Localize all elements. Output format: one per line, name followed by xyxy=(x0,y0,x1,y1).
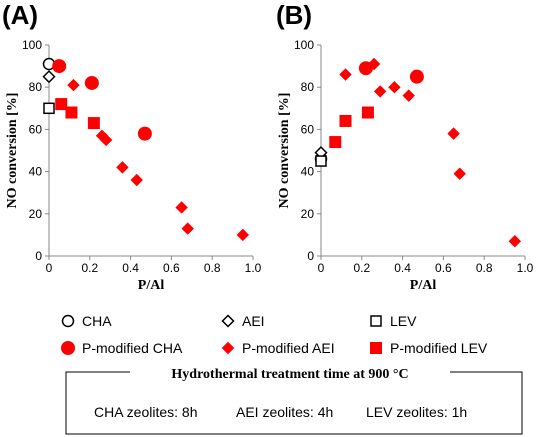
point-diamond-filled xyxy=(339,68,352,81)
legend-label: LEV xyxy=(390,313,417,329)
panel-label: (A) xyxy=(2,0,38,30)
legend-item-lev: LEV xyxy=(370,313,417,329)
treatment-note-box: Hydrothermal treatment time at 900 °C CH… xyxy=(65,363,523,435)
x-tick-label: 0.8 xyxy=(204,261,221,275)
point-circle-filled xyxy=(137,126,152,141)
legend-label: P-modified AEI xyxy=(242,340,335,356)
note-title-backdrop xyxy=(130,363,450,383)
y-tick-label: 60 xyxy=(301,122,315,136)
point-square-filled xyxy=(87,117,100,130)
point-square-filled xyxy=(361,106,374,119)
y-tick-label: 20 xyxy=(301,207,315,221)
y-tick-label: 0 xyxy=(35,249,42,263)
legend-marker-diamond-filled xyxy=(221,341,235,355)
legend-item-p-modified-aei: P-modified AEI xyxy=(221,340,335,356)
point-diamond-filled xyxy=(453,167,466,180)
point-square-filled xyxy=(55,98,68,111)
y-tick-label: 60 xyxy=(29,122,43,136)
chart-panel-b: (B) 0 0.2 0.4 0.6 0.8 1.0 0 20 40 60 80 100 P/Al NO co… xyxy=(276,0,534,293)
series-p-modified-aei xyxy=(339,57,522,248)
legend-item-p-modified-cha: P-modified CHA xyxy=(61,340,183,356)
point-diamond-filled xyxy=(367,57,381,71)
point-diamond-filled xyxy=(373,85,387,98)
note-item-aei: AEI zeolites: 4h xyxy=(236,404,333,420)
legend: CHA AEI LEV P-modified CHA P-modified AEI P-m… xyxy=(61,313,488,356)
point-diamond-filled xyxy=(175,201,188,214)
point-square-open xyxy=(315,155,327,167)
legend-marker-diamond-open xyxy=(221,314,235,328)
point-square-filled xyxy=(329,136,342,149)
y-tick-label: 40 xyxy=(301,165,315,179)
x-tick-label: 0.2 xyxy=(353,261,370,275)
point-circle-filled xyxy=(84,75,99,90)
point-diamond-filled xyxy=(67,78,80,92)
legend-marker-square-open xyxy=(370,315,382,327)
y-axis-title: NO conversion [%] xyxy=(5,93,20,209)
legend-marker-square-filled xyxy=(370,342,382,354)
chart-panels: (A) 0 0.2 0.4 0.6 0.8 1.0 0 20 40 60 80 100 P/Al NO co… xyxy=(2,0,534,293)
legend-item-aei: AEI xyxy=(221,313,265,329)
x-tick-label: 1.0 xyxy=(245,261,262,275)
x-tick-label: 0.4 xyxy=(122,261,139,275)
y-tick-label: 100 xyxy=(294,38,314,52)
point-square-open xyxy=(43,102,55,115)
point-diamond-filled xyxy=(181,222,194,235)
x-axis-title: P/Al xyxy=(410,278,437,293)
series-p-modified-lev xyxy=(329,106,374,149)
y-tick-label: 0 xyxy=(307,249,314,263)
series-p-modified-aei xyxy=(67,78,250,242)
legend-label: P-modified CHA xyxy=(82,340,183,356)
note-item-cha: CHA zeolites: 8h xyxy=(94,404,198,420)
legend-item-p-modified-lev: P-modified LEV xyxy=(370,340,488,356)
y-tick-label: 80 xyxy=(29,80,43,94)
legend-item-cha: CHA xyxy=(61,313,112,329)
series-lev xyxy=(43,102,55,115)
point-diamond-filled xyxy=(508,235,522,248)
note-item-lev: LEV zeolites: 1h xyxy=(366,404,467,420)
point-circle-filled xyxy=(52,59,67,74)
chart-panel-a: (A) 0 0.2 0.4 0.6 0.8 1.0 0 20 40 60 80 100 P/Al NO co… xyxy=(2,0,262,293)
x-tick-label: 0.8 xyxy=(476,261,493,275)
y-axis-title: NO conversion [%] xyxy=(277,93,292,209)
x-tick-label: 0 xyxy=(46,261,53,275)
point-diamond-filled xyxy=(99,133,113,147)
note-title-unit: °C xyxy=(393,367,409,382)
legend-label: AEI xyxy=(242,313,265,329)
point-diamond-open xyxy=(42,70,56,84)
series-p-modified-lev xyxy=(55,98,100,130)
note-title-prefix: Hydrothermal treatment time at 900 xyxy=(171,367,392,382)
point-diamond-filled xyxy=(236,228,250,242)
x-tick-label: 0.6 xyxy=(163,261,180,275)
x-tick-label: 0 xyxy=(318,261,325,275)
legend-label: CHA xyxy=(82,313,112,329)
point-diamond-filled xyxy=(447,127,460,140)
x-tick-label: 0.4 xyxy=(394,261,411,275)
point-square-filled xyxy=(339,114,352,127)
y-tick-label: 40 xyxy=(29,165,43,179)
point-diamond-filled xyxy=(388,80,401,94)
series-p-modified-cha xyxy=(52,59,152,141)
legend-label: P-modified LEV xyxy=(390,340,488,356)
point-diamond-filled xyxy=(116,161,129,174)
note-title: Hydrothermal treatment time at 900 °C xyxy=(171,367,408,382)
legend-marker-circle-filled xyxy=(61,341,75,355)
x-tick-label: 0.2 xyxy=(81,261,98,275)
series-aei xyxy=(42,70,56,84)
y-tick-label: 100 xyxy=(22,38,42,52)
x-axis-title: P/Al xyxy=(138,278,165,293)
x-tick-label: 0.6 xyxy=(435,261,452,275)
series-lev xyxy=(315,155,327,167)
point-square-filled xyxy=(65,106,78,119)
legend-marker-circle-open xyxy=(61,314,75,328)
x-tick-label: 1.0 xyxy=(517,261,534,275)
y-tick-label: 20 xyxy=(29,207,43,221)
point-circle-filled xyxy=(409,69,424,84)
point-diamond-filled xyxy=(130,173,143,187)
y-tick-label: 80 xyxy=(301,80,315,94)
point-diamond-filled xyxy=(402,89,415,102)
panel-label: (B) xyxy=(276,0,312,30)
